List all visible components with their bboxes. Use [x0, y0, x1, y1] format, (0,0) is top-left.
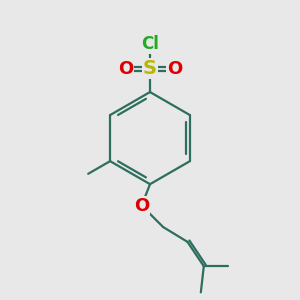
Text: O: O: [134, 196, 149, 214]
Text: O: O: [167, 60, 182, 78]
Text: S: S: [143, 59, 157, 78]
Text: Cl: Cl: [141, 35, 159, 53]
Text: O: O: [118, 60, 133, 78]
